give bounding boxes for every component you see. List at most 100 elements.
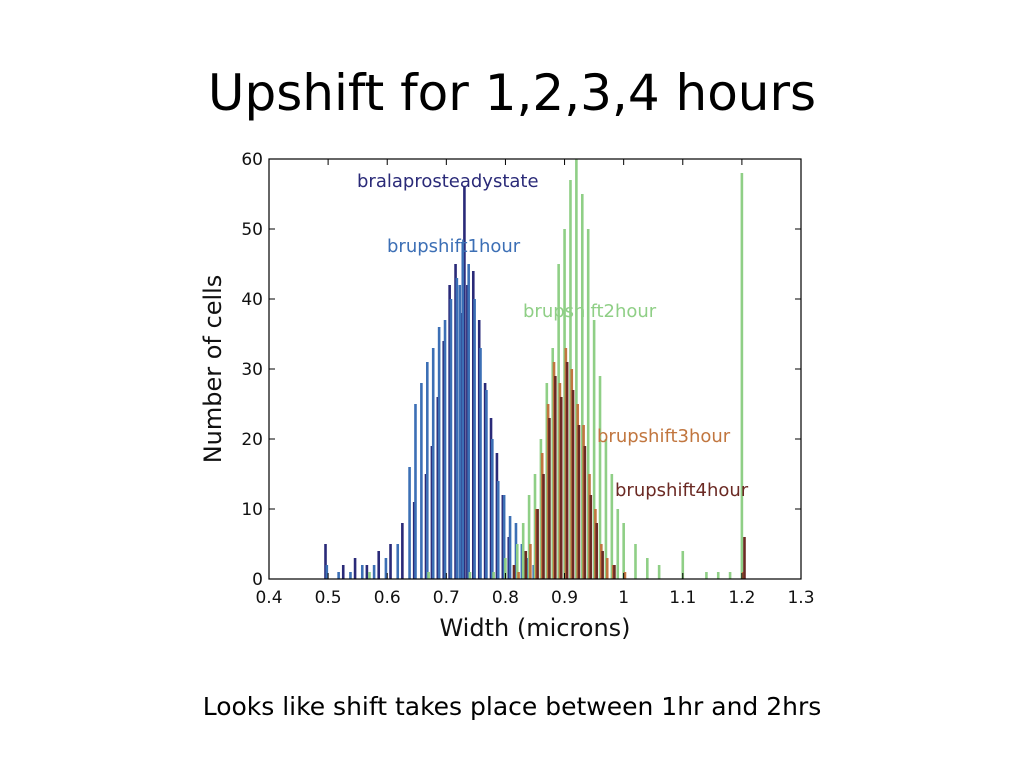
bar-brupshift4hour-10 — [583, 446, 587, 579]
bar-brupshift1hour-20 — [479, 348, 482, 579]
bar-brupshift2hour-16 — [580, 194, 584, 579]
bar-brupshift1hour-19 — [473, 299, 476, 579]
bar-brupshift4hour-14 — [613, 565, 616, 579]
bar-brupshift2hour-6 — [521, 523, 525, 579]
x-tick-label: 1.3 — [787, 588, 814, 608]
bar-bralaprosteadystate-4 — [377, 551, 381, 579]
bar-brupshift3hour-14 — [605, 558, 609, 579]
bar-brupshift1hour-13 — [443, 320, 447, 579]
x-tick-label: 0.5 — [315, 588, 342, 608]
bar-brupshift1hour-10 — [426, 362, 429, 579]
series-label-brupshift1hour: brupshift1hour — [387, 236, 521, 257]
bar-brupshift4hour-13 — [601, 551, 604, 579]
bar-brupshift4hour-5 — [554, 376, 557, 579]
bar-brupshift4hour-6 — [559, 397, 563, 579]
y-axis-label: Number of cells — [199, 275, 227, 464]
bar-brupshift4hour-7 — [565, 362, 569, 579]
bar-brupshift1hour-14 — [449, 299, 453, 579]
bar-bralaprosteadystate-3 — [365, 565, 369, 579]
bar-bralaprosteadystate-15 — [463, 187, 466, 579]
bar-brupshift2hour-29 — [716, 572, 720, 579]
series-label-brupshift4hour: brupshift4hour — [615, 480, 749, 501]
y-tick-label: 50 — [241, 220, 263, 240]
x-tick-label: 1.1 — [669, 588, 696, 608]
tick-labels: 0.4 0.5 0.6 0.7 0.8 0.9 1 1.1 1.2 1.3 0 10 20 30 40 50 6… — [241, 150, 814, 608]
bar-brupshift1hour-3 — [360, 565, 364, 579]
y-tick-label: 60 — [241, 150, 263, 170]
bar-brupshift1hour-18 — [467, 264, 470, 579]
bar-brupshift2hour-2 — [468, 572, 472, 579]
bar-brupshift1hour-16 — [458, 285, 462, 579]
bar-brupshift2hour-18 — [592, 320, 596, 579]
bar-brupshift1hour-2 — [349, 572, 352, 579]
bar-brupshift4hour-11 — [589, 495, 593, 579]
bar-brupshift1hour-24 — [502, 495, 506, 579]
bar-brupshift1hour-21 — [485, 390, 488, 579]
bar-brupshift4hour-12 — [595, 523, 599, 579]
bar-brupshift3hour-16 — [623, 572, 627, 579]
bar-brupshift3hour-1 — [529, 544, 532, 579]
bar-brupshift2hour-17 — [586, 229, 590, 579]
bar-brupshift4hour-8 — [571, 390, 575, 579]
x-tick-label: 0.9 — [551, 588, 578, 608]
bar-brupshift2hour-19 — [598, 376, 602, 579]
bar-brupshift1hour-11 — [431, 348, 435, 579]
bar-brupshift1hour-9 — [420, 383, 423, 579]
bar-brupshift2hour-23 — [622, 523, 625, 579]
bar-brupshift1hour-6 — [396, 544, 400, 579]
x-tick-label: 1.2 — [728, 588, 755, 608]
bar-brupshift2hour-27 — [681, 551, 685, 579]
bar-brupshift1hour-1 — [337, 572, 340, 579]
y-tick-label: 40 — [241, 290, 263, 310]
series-label-bralaprosteadystate: bralaprosteadystate — [357, 171, 539, 192]
bar-brupshift2hour-28 — [705, 572, 708, 579]
bar-brupshift2hour-31 — [740, 173, 744, 579]
bar-brupshift4hour-9 — [577, 425, 581, 579]
bar-brupshift1hour-5 — [384, 558, 388, 579]
x-tick-label: 0.8 — [492, 588, 519, 608]
bar-brupshift1hour-12 — [437, 327, 441, 579]
x-tick-label: 0.6 — [374, 588, 401, 608]
bar-brupshift1hour-27 — [520, 544, 524, 579]
bar-brupshift4hour-0 — [512, 565, 516, 579]
series-label-brupshift3hour: brupshift3hour — [597, 426, 731, 447]
bar-brupshift1hour-7 — [408, 467, 411, 579]
bar-bralaprosteadystate-5 — [389, 544, 392, 579]
y-tick-label: 30 — [241, 360, 263, 380]
bar-brupshift2hour-24 — [634, 544, 637, 579]
bar-brupshift1hour-4 — [372, 565, 376, 579]
bar-brupshift2hour-5 — [515, 544, 519, 579]
slide-title: Upshift for 1,2,3,4 hours — [207, 64, 817, 122]
slide-caption: Looks like shift takes place between 1hr… — [202, 692, 822, 721]
bar-brupshift1hour-25 — [508, 516, 512, 579]
x-tick-label: 1 — [618, 588, 629, 608]
bar-brupshift2hour-9 — [539, 439, 543, 579]
bar-bralaprosteadystate-17 — [471, 271, 475, 579]
x-tick-label: 0.4 — [255, 588, 282, 608]
bar-bralaprosteadystate-1 — [341, 565, 345, 579]
bar-brupshift3hour-0 — [517, 572, 520, 579]
series-label-brupshift2hour: brupshift2hour — [523, 301, 657, 322]
bar-brupshift1hour-8 — [414, 404, 417, 579]
bar-brupshift3hour-12 — [594, 509, 597, 579]
bar-brupshift2hour-25 — [646, 558, 649, 579]
bar-brupshift2hour-11 — [551, 348, 555, 579]
bar-brupshift1hour-22 — [491, 439, 494, 579]
bar-brupshift1hour-0 — [325, 565, 329, 579]
bar-brupshift2hour-0 — [368, 572, 371, 579]
x-axis-label: Width (microns) — [439, 614, 630, 640]
y-tick-label: 10 — [241, 500, 263, 520]
bar-brupshift1hour-15 — [455, 278, 459, 579]
bar-bralaprosteadystate-0 — [324, 544, 327, 579]
bar-brupshift4hour-4 — [548, 418, 551, 579]
bar-brupshift1hour-23 — [496, 481, 500, 579]
bar-brupshift2hour-7 — [527, 495, 531, 579]
bar-brupshift2hour-30 — [728, 572, 732, 579]
bar-bralaprosteadystate-2 — [353, 558, 357, 579]
bar-brupshift2hour-15 — [575, 159, 578, 579]
bar-brupshift4hour-1 — [524, 551, 528, 579]
bar-bralaprosteadystate-6 — [401, 523, 404, 579]
bar-brupshift2hour-4 — [504, 558, 507, 579]
bar-brupshift4hour-2 — [536, 509, 539, 579]
bar-brupshift2hour-20 — [604, 439, 608, 579]
